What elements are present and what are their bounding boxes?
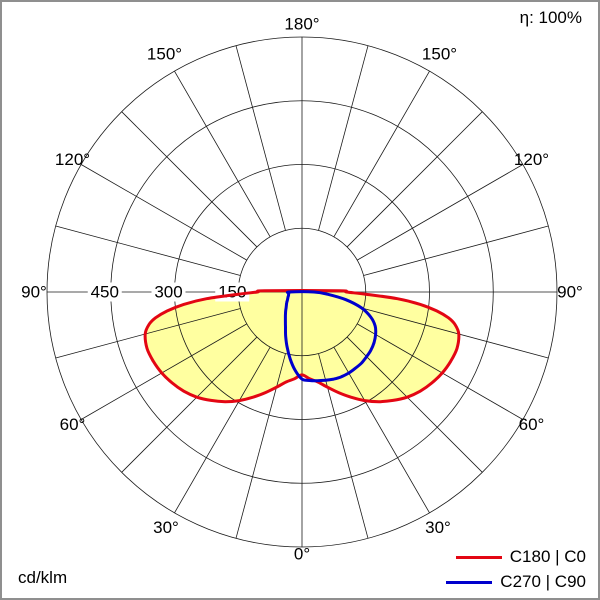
grid-spoke <box>346 336 483 473</box>
angle-label: 30° <box>153 518 179 537</box>
radial-tick-label: 150 <box>218 283 246 302</box>
grid-spoke <box>363 308 549 359</box>
grid-spoke <box>55 225 241 276</box>
legend-item-c180-c0: C180 | C0 <box>446 547 586 567</box>
angle-label: 0° <box>294 545 310 564</box>
angle-label: 150° <box>422 44 457 63</box>
grid-spoke <box>357 164 524 261</box>
grid-spoke <box>333 70 430 237</box>
legend-line-c270-c90-icon <box>446 580 493 584</box>
grid-spoke <box>333 347 430 514</box>
legend-item-c270-c90: C270 | C90 <box>446 572 586 592</box>
angle-label: 30° <box>425 518 451 537</box>
radial-tick-label: 300 <box>154 283 182 302</box>
angle-label: 150° <box>147 44 182 63</box>
legend: C180 | C0 C270 | C90 <box>446 547 586 592</box>
unit-label: cd/klm <box>18 568 68 587</box>
series-curve-c270-c90 <box>283 290 378 383</box>
grid-spoke <box>121 336 258 473</box>
grid-spoke <box>121 111 258 248</box>
angle-label: 120° <box>514 150 549 169</box>
angle-label: 120° <box>55 150 90 169</box>
tick-label-bg <box>151 282 186 302</box>
grid-spoke <box>346 111 483 248</box>
grid-spoke <box>318 353 369 539</box>
legend-line-c180-c0-icon <box>455 555 502 559</box>
angle-label: 60° <box>60 415 86 434</box>
grid-spoke <box>235 353 286 539</box>
grid-spoke <box>80 164 247 261</box>
grid-spoke <box>174 70 271 237</box>
angle-label: 60° <box>519 415 545 434</box>
grid-spoke <box>357 323 524 420</box>
legend-label-c180-c0: C180 | C0 <box>509 547 586 566</box>
grid-spoke <box>55 308 241 359</box>
radial-tick-label: 450 <box>91 283 119 302</box>
tick-label-bg <box>87 282 122 302</box>
grid-spoke <box>318 45 369 231</box>
grid-spoke <box>80 323 247 420</box>
series-curve-c180-c0 <box>143 289 461 404</box>
angle-label: 180° <box>284 15 319 34</box>
angle-label: 90° <box>557 283 583 302</box>
grid-spoke <box>235 45 286 231</box>
efficiency-label: η: 100% <box>519 8 582 27</box>
angle-label: 90° <box>21 283 47 302</box>
legend-label-c270-c90: C270 | C90 <box>500 572 586 591</box>
grid-spoke <box>363 225 549 276</box>
grid-spoke <box>174 347 271 514</box>
